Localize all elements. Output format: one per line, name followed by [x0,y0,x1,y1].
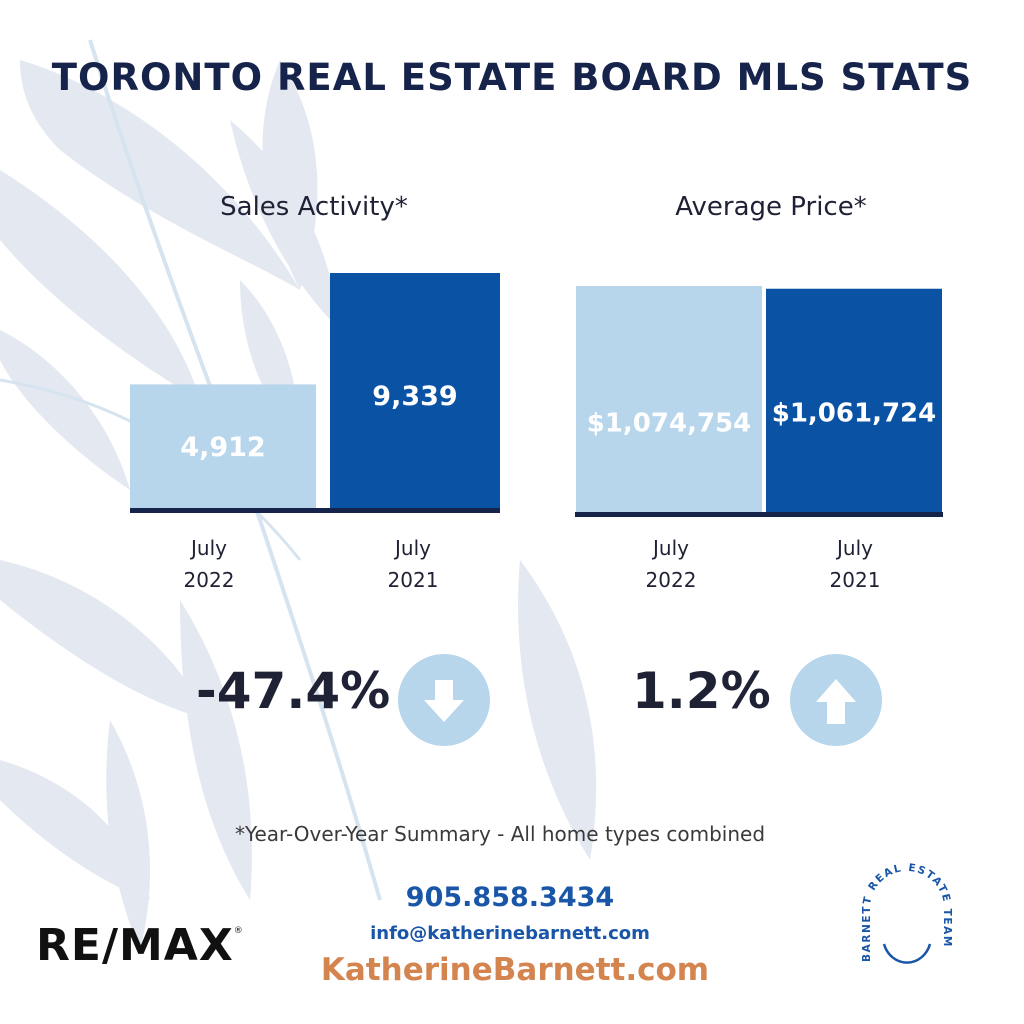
tick-year: 2021 [829,568,881,592]
barnett-team-logo: BARNETT REAL ESTATE TEAM [861,862,953,964]
tick-month: July [191,536,227,560]
price-bar-2 [766,288,942,512]
sales-tick-july-2021: July 2021 [328,532,498,596]
page-title: TORONTO REAL ESTATE BOARD MLS STATS [51,56,973,99]
tick-year: 2022 [183,568,235,592]
price-bar-1 [576,286,762,512]
average-price-chart-title: Average Price* [675,192,867,222]
sales-bar-1 [130,384,316,508]
website-link[interactable]: KatherineBarnett.com [320,952,710,988]
sales-bar-label-2: 9,339 [372,381,457,412]
remax-logo: RE/MAX® [36,920,244,971]
price-tick-july-2022: July 2022 [586,532,756,596]
email-link[interactable]: info@katherinebarnett.com [370,923,650,944]
price-bar-label-1: $1,074,754 [587,409,751,439]
phone-number[interactable]: 905.858.3434 [405,882,615,913]
tick-month: July [653,536,689,560]
price-change-value: 1.2% [632,662,771,720]
remax-logo-text: RE/MAX [36,920,234,971]
tick-year: 2022 [645,568,697,592]
price-tick-july-2021: July 2021 [770,532,940,596]
footnote: *Year-Over-Year Summary - All home types… [234,822,766,846]
price-baseline [575,512,943,517]
sales-bar-2 [330,273,500,508]
sales-baseline [130,508,500,513]
sales-bar-label-1: 4,912 [180,432,265,463]
arrow-down-icon [398,654,490,746]
tick-month: July [395,536,431,560]
arrow-up-icon [790,654,882,746]
sales-tick-july-2022: July 2022 [124,532,294,596]
sales-change-value: -47.4% [196,662,391,720]
price-bar-label-2: $1,061,724 [772,399,936,429]
registered-mark: ® [233,926,244,936]
tick-month: July [837,536,873,560]
svg-text:BARNETT REAL ESTATE TEAM: BARNETT REAL ESTATE TEAM [861,862,953,962]
sales-activity-chart-title: Sales Activity* [220,192,408,222]
team-logo-text: BARNETT REAL ESTATE TEAM [861,862,951,962]
tick-year: 2021 [387,568,439,592]
